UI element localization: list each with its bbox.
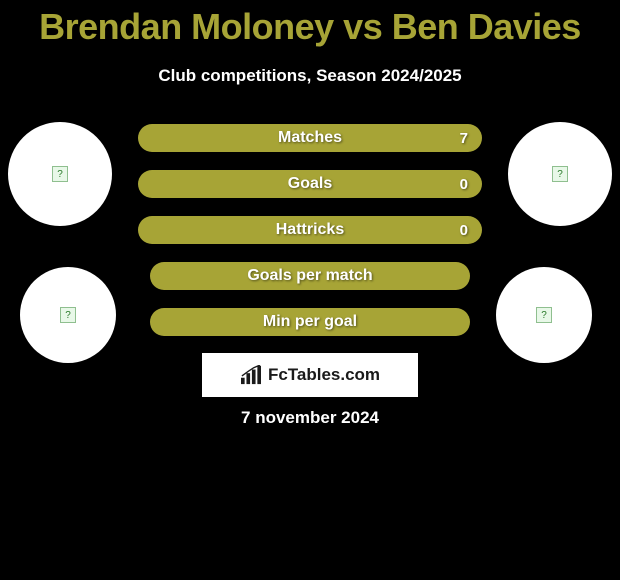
broken-image-icon: ? bbox=[60, 307, 76, 323]
page-title: Brendan Moloney vs Ben Davies bbox=[0, 0, 620, 48]
stat-label: Goals per match bbox=[247, 267, 372, 285]
right-avatars: ? ? bbox=[508, 122, 612, 363]
stat-label: Goals bbox=[288, 175, 332, 193]
stat-label: Min per goal bbox=[263, 313, 357, 331]
left-avatars: ? ? bbox=[8, 122, 116, 363]
broken-image-icon: ? bbox=[552, 166, 568, 182]
broken-image-icon: ? bbox=[536, 307, 552, 323]
stat-bars: Matches 7 Goals 0 Hattricks 0 Goals per … bbox=[138, 124, 482, 336]
fctables-logo[interactable]: FcTables.com bbox=[202, 353, 418, 397]
stat-bar-matches: Matches 7 bbox=[138, 124, 482, 152]
stat-value: 7 bbox=[460, 130, 468, 147]
chart-icon bbox=[240, 365, 262, 385]
subtitle: Club competitions, Season 2024/2025 bbox=[0, 66, 620, 86]
stat-value: 0 bbox=[460, 222, 468, 239]
stat-bar-min-per-goal: Min per goal bbox=[150, 308, 470, 336]
avatar-left-1: ? bbox=[8, 122, 112, 226]
stat-bar-goals: Goals 0 bbox=[138, 170, 482, 198]
date-text: 7 november 2024 bbox=[0, 408, 620, 428]
avatar-left-2: ? bbox=[20, 267, 116, 363]
stat-value: 0 bbox=[460, 176, 468, 193]
logo-text: FcTables.com bbox=[268, 365, 380, 385]
broken-image-icon: ? bbox=[52, 166, 68, 182]
stat-bar-goals-per-match: Goals per match bbox=[150, 262, 470, 290]
stat-bar-hattricks: Hattricks 0 bbox=[138, 216, 482, 244]
avatar-right-2: ? bbox=[496, 267, 592, 363]
stat-label: Matches bbox=[278, 129, 342, 147]
avatar-right-1: ? bbox=[508, 122, 612, 226]
stat-label: Hattricks bbox=[276, 221, 344, 239]
